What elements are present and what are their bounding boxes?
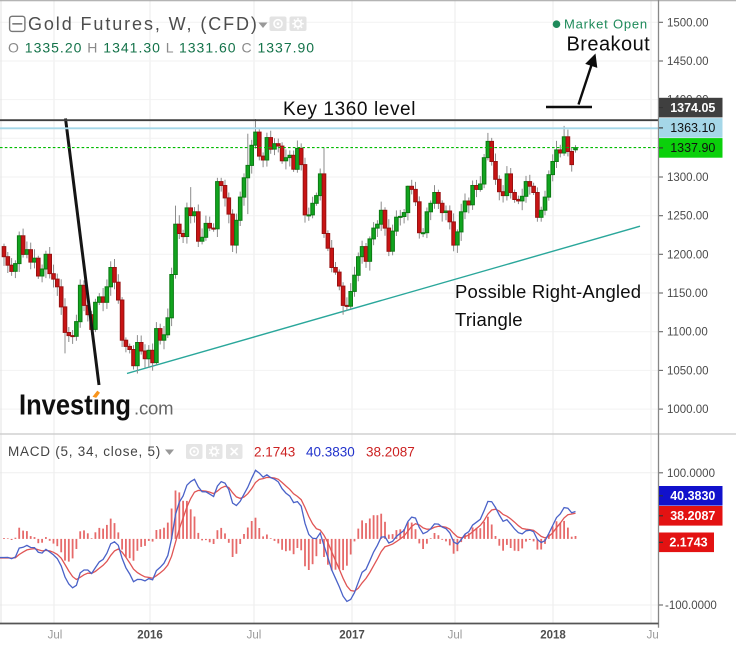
svg-text:1050.00: 1050.00 (667, 365, 709, 377)
svg-text:Key 1360 level: Key 1360 level (283, 99, 416, 120)
svg-text:1200.00: 1200.00 (667, 249, 709, 261)
svg-text:.com: .com (134, 398, 173, 419)
svg-text:Jul: Jul (647, 630, 662, 642)
svg-text:Breakout: Breakout (567, 34, 651, 56)
svg-text:2.1743: 2.1743 (669, 536, 707, 550)
svg-text:1374.05: 1374.05 (670, 101, 715, 115)
svg-text:Investıng: Investıng (19, 390, 131, 422)
svg-text:2017: 2017 (339, 630, 365, 642)
svg-text:O 1335.20 H 1341.30 L 1331.60: O 1335.20 H 1341.30 L 1331.60 C 1337.90 (8, 40, 315, 56)
svg-text:Possible Right-Angled: Possible Right-Angled (455, 281, 641, 302)
svg-text:Triangle: Triangle (455, 309, 523, 330)
svg-text:2018: 2018 (540, 630, 566, 642)
svg-text:1300.00: 1300.00 (667, 172, 709, 184)
svg-text:40.3830: 40.3830 (670, 489, 715, 503)
svg-text:MACD (5, 34, close, 5): MACD (5, 34, close, 5) (8, 444, 161, 459)
svg-text:-100.0000: -100.0000 (665, 600, 717, 612)
svg-text:1150.00: 1150.00 (667, 288, 708, 300)
svg-text:40.3830: 40.3830 (306, 445, 355, 460)
svg-text:Jul: Jul (48, 630, 63, 642)
svg-text:Jul: Jul (247, 630, 262, 642)
svg-text:1100.00: 1100.00 (667, 327, 708, 339)
svg-text:1450.00: 1450.00 (667, 56, 709, 68)
svg-text:2016: 2016 (137, 630, 163, 642)
svg-text:1500.00: 1500.00 (667, 17, 709, 29)
svg-text:1337.90: 1337.90 (670, 141, 715, 155)
svg-text:38.2087: 38.2087 (670, 509, 715, 523)
svg-text:Jul: Jul (448, 630, 463, 642)
svg-text:1000.00: 1000.00 (667, 404, 709, 416)
svg-text:Market Open: Market Open (564, 17, 648, 32)
svg-text:2.1743: 2.1743 (254, 445, 295, 460)
svg-text:Gold Futures, W, (CFD): Gold Futures, W, (CFD) (28, 14, 259, 34)
svg-text:38.2087: 38.2087 (366, 445, 415, 460)
svg-text:100.0000: 100.0000 (667, 468, 715, 480)
svg-text:1363.10: 1363.10 (670, 121, 715, 135)
svg-text:1250.00: 1250.00 (667, 211, 709, 223)
